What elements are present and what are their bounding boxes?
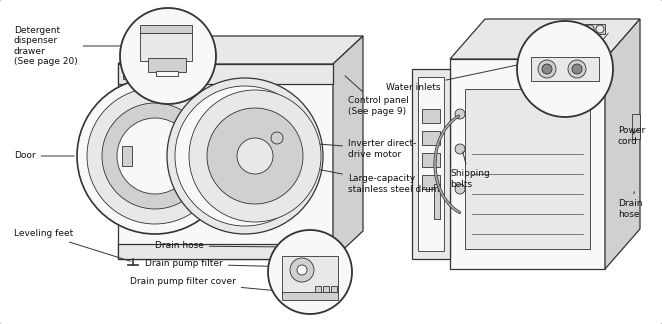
Bar — [422, 175, 440, 189]
Circle shape — [87, 88, 223, 224]
Bar — [123, 67, 163, 79]
Text: Shipping
bolts: Shipping bolts — [450, 152, 490, 189]
Bar — [531, 57, 599, 81]
Bar — [434, 184, 440, 219]
Bar — [632, 114, 640, 139]
Bar — [323, 286, 329, 292]
Text: Drain
hose: Drain hose — [618, 192, 643, 219]
Circle shape — [77, 78, 233, 234]
Bar — [422, 109, 440, 123]
Bar — [140, 33, 192, 61]
Circle shape — [572, 64, 582, 74]
Circle shape — [268, 230, 352, 314]
Text: Power
cord: Power cord — [618, 126, 645, 146]
Circle shape — [271, 132, 283, 144]
Circle shape — [120, 8, 216, 104]
Circle shape — [189, 90, 321, 222]
Circle shape — [297, 265, 307, 275]
Circle shape — [568, 60, 586, 78]
Text: Leveling feet: Leveling feet — [14, 229, 130, 261]
Polygon shape — [333, 36, 363, 259]
Circle shape — [596, 25, 604, 33]
Bar — [412, 69, 450, 259]
Circle shape — [237, 138, 273, 174]
Bar — [315, 286, 321, 292]
Circle shape — [542, 64, 552, 74]
Text: Detergent
dispenser
drawer
(See page 20): Detergent dispenser drawer (See page 20) — [14, 26, 122, 66]
Circle shape — [538, 60, 556, 78]
Text: Drain hose: Drain hose — [155, 241, 287, 250]
Circle shape — [175, 86, 315, 226]
Text: Drain pump filter: Drain pump filter — [145, 260, 292, 269]
Circle shape — [586, 25, 594, 33]
Circle shape — [167, 78, 323, 234]
Polygon shape — [118, 36, 363, 64]
Bar — [122, 146, 132, 166]
Circle shape — [102, 103, 208, 209]
Bar — [140, 25, 192, 33]
Bar — [418, 77, 444, 251]
Circle shape — [517, 21, 613, 117]
Text: Water inlets: Water inlets — [386, 64, 519, 91]
Bar — [465, 89, 590, 249]
Text: Large-capacity
stainless steel drum: Large-capacity stainless steel drum — [278, 162, 440, 194]
Text: Drain pump filter cover: Drain pump filter cover — [130, 277, 287, 292]
Circle shape — [207, 108, 303, 204]
Circle shape — [290, 258, 314, 282]
Circle shape — [455, 144, 465, 154]
Bar — [148, 58, 186, 72]
Bar — [156, 71, 178, 76]
Circle shape — [455, 184, 465, 194]
Polygon shape — [450, 19, 640, 59]
Bar — [118, 244, 333, 259]
Bar — [422, 153, 440, 167]
Bar — [331, 286, 337, 292]
Bar — [450, 59, 605, 269]
Text: Door: Door — [14, 152, 74, 160]
Circle shape — [117, 118, 193, 194]
Text: Control panel
(See page 9): Control panel (See page 9) — [345, 76, 409, 116]
Text: Inverter direct-
drive motor: Inverter direct- drive motor — [283, 139, 416, 159]
Bar — [422, 131, 440, 145]
Bar — [282, 292, 338, 300]
Bar — [282, 256, 338, 294]
Bar — [118, 64, 333, 84]
Polygon shape — [605, 19, 640, 269]
Circle shape — [455, 109, 465, 119]
Bar — [585, 24, 605, 34]
Bar — [118, 64, 333, 259]
